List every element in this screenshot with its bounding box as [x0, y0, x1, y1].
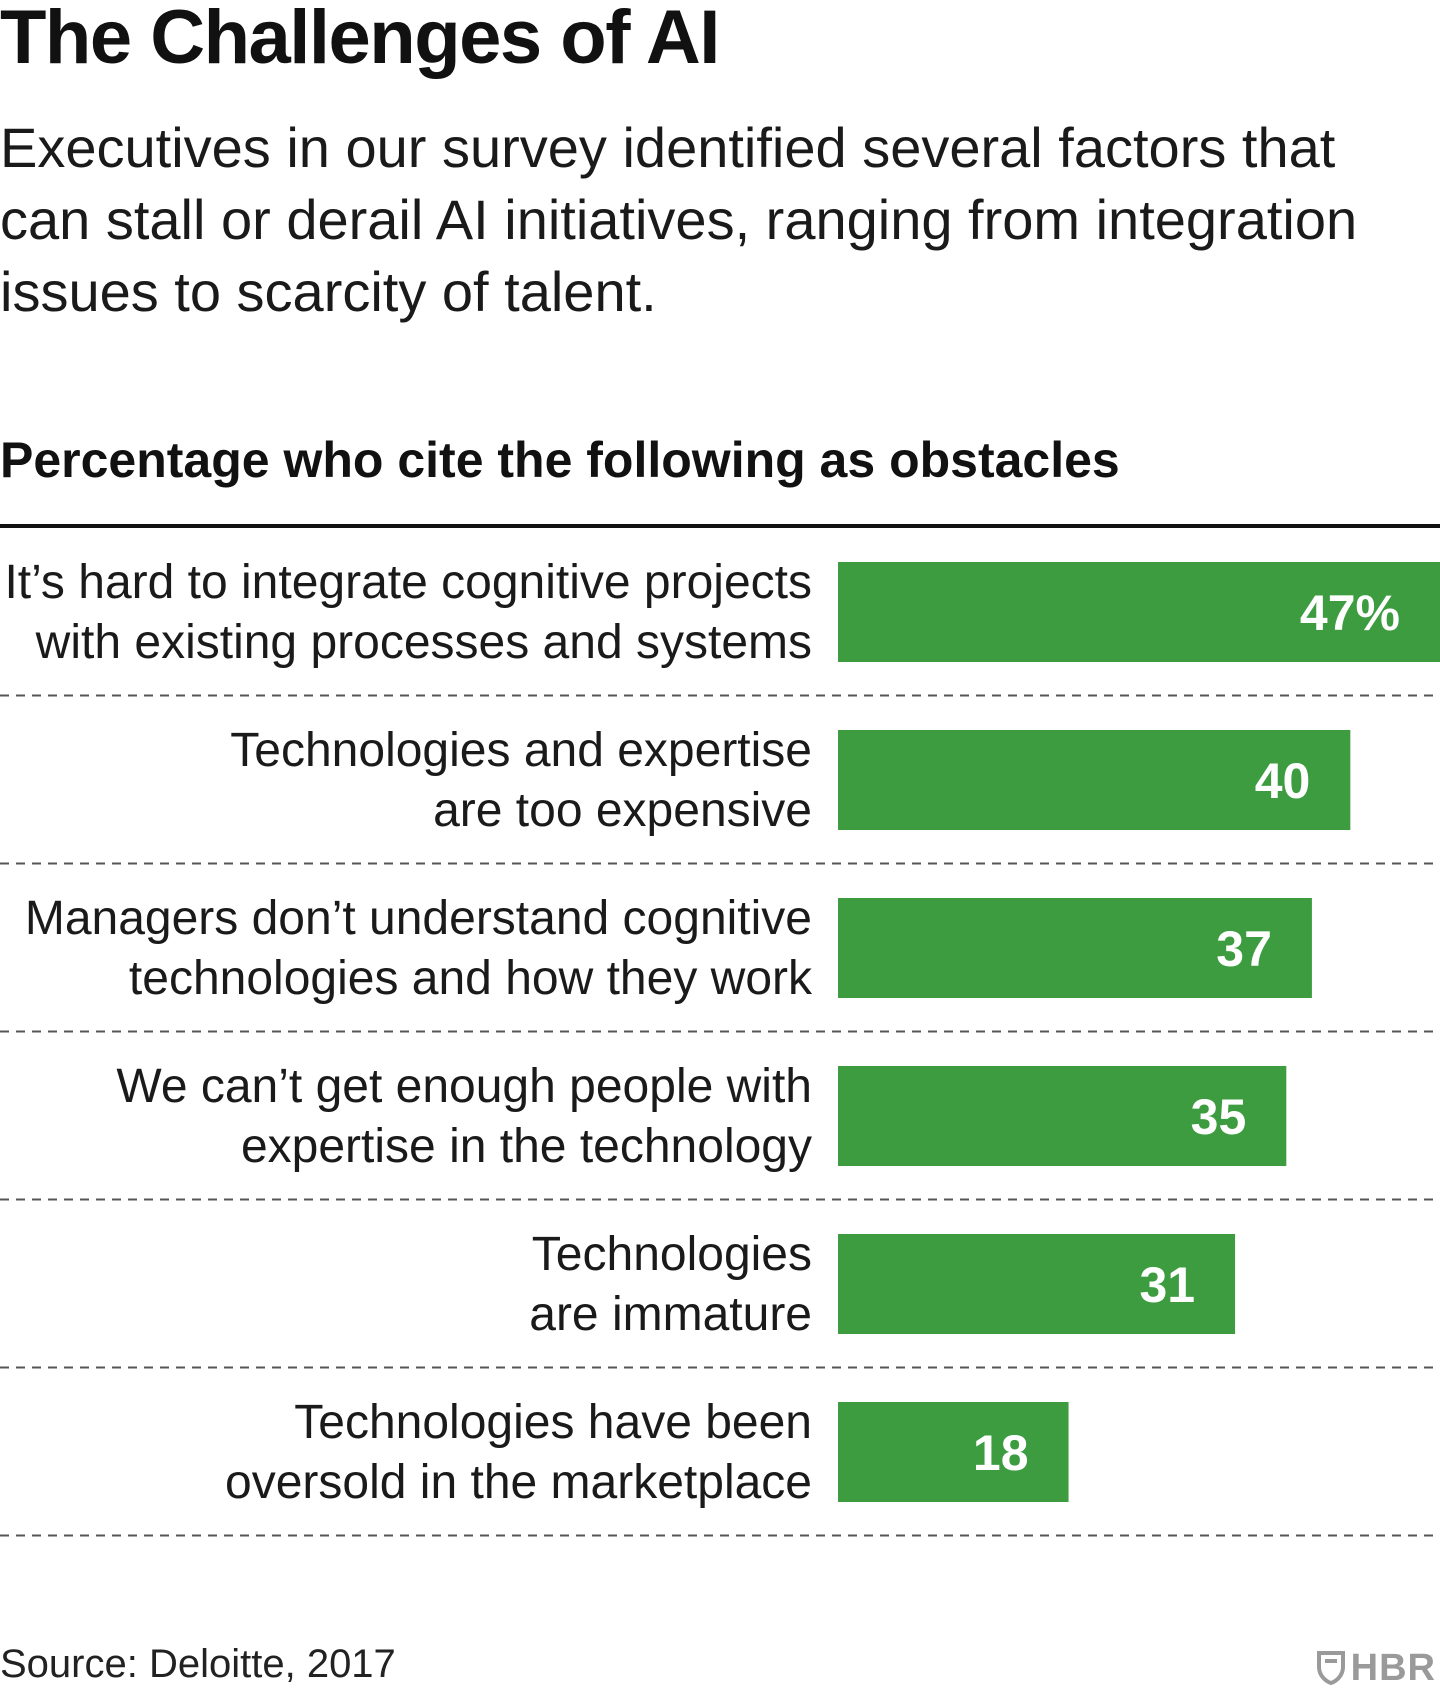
brand-text: HBR	[1350, 1647, 1436, 1689]
bar-value-label: 37	[1216, 921, 1272, 977]
category-label-line: expertise in the technology	[241, 1120, 812, 1173]
shield-icon	[1316, 1651, 1345, 1685]
chart-heading: Percentage who cite the following as obs…	[0, 432, 1120, 488]
bar-row: We can’t get enough people with expertise…	[0, 1060, 1440, 1201]
bar-value-label: 18	[973, 1425, 1029, 1481]
bar-chart: It’s hard to integrate cognitive project…	[0, 556, 1440, 1537]
category-label-line: Managers don’t understand cognitive	[25, 892, 812, 945]
bar-value-label: 47%	[1300, 585, 1400, 641]
category-label: We can’t get enough people with expertise…	[116, 1060, 812, 1173]
category-label-line: are immature	[529, 1288, 812, 1341]
source-note: Source: Deloitte, 2017	[0, 1642, 396, 1686]
top-rule	[0, 524, 1440, 528]
category-label-line: It’s hard to integrate cognitive project…	[4, 556, 812, 609]
category-label: Technologies are immature	[529, 1228, 812, 1341]
chart-title: The Challenges of AI	[0, 0, 720, 80]
bar-value-label: 40	[1255, 753, 1311, 809]
bar-row: Technologies have been oversold in the ma…	[0, 1396, 1440, 1537]
bar	[838, 1234, 1236, 1334]
category-label-line: with existing processes and systems	[35, 616, 812, 669]
bar	[838, 1402, 1069, 1502]
category-label-line: Technologies	[532, 1228, 812, 1281]
category-label: Managers don’t understand cognitive techn…	[25, 892, 813, 1005]
category-label-line: We can’t get enough people with	[116, 1060, 812, 1113]
category-label: Technologies and expertise are too expens…	[230, 724, 812, 837]
bar-row: Managers don’t understand cognitive techn…	[0, 892, 1440, 1033]
bar-row: It’s hard to integrate cognitive project…	[0, 556, 1440, 697]
chart-subtitle: Executives in our survey identified seve…	[0, 116, 1358, 323]
category-label: Technologies have been oversold in the ma…	[225, 1396, 812, 1509]
category-label-line: oversold in the marketplace	[225, 1456, 812, 1509]
bar-value-label: 35	[1191, 1089, 1247, 1145]
category-label-line: Technologies and expertise	[230, 724, 812, 777]
bar-row: Technologies are immature 31	[0, 1228, 1440, 1369]
category-label-line: Technologies have been	[294, 1396, 812, 1449]
bar-value-label: 31	[1139, 1257, 1195, 1313]
bar	[838, 898, 1312, 998]
category-label: It’s hard to integrate cognitive project…	[4, 556, 812, 669]
bar	[838, 562, 1440, 662]
brand-logo: HBR	[1316, 1647, 1436, 1689]
bar	[838, 730, 1351, 830]
category-label-line: are too expensive	[433, 784, 812, 837]
bar	[838, 1066, 1287, 1166]
bar-row: Technologies and expertise are too expens…	[0, 724, 1440, 865]
category-label-line: technologies and how they work	[129, 952, 813, 1005]
